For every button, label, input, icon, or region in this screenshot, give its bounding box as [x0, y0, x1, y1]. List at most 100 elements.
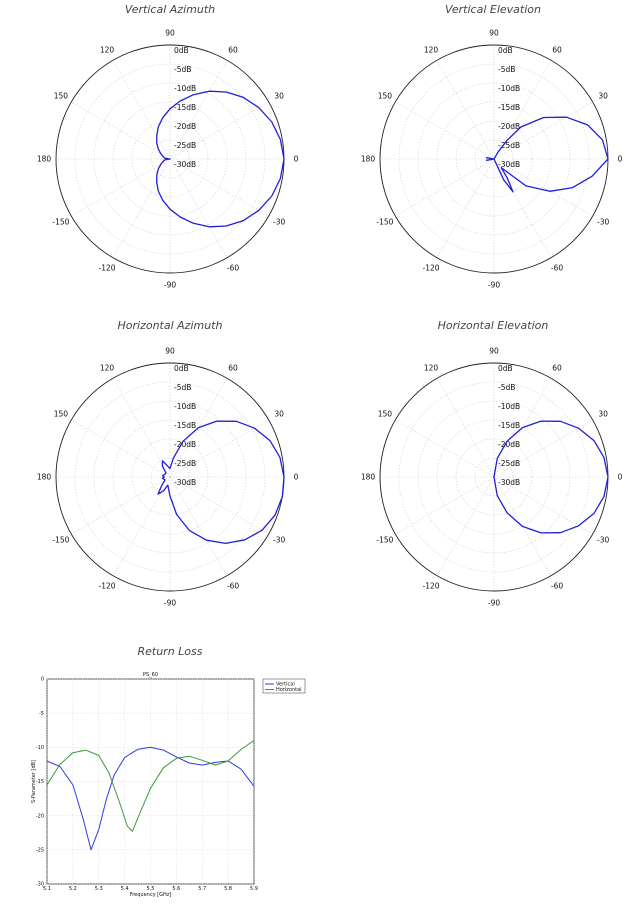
x-tick-label: 5.4	[121, 886, 129, 892]
x-tick-label: 5.1	[43, 886, 51, 892]
polar-grid-spoke	[493, 60, 552, 160]
polar-radial-label: -10dB	[498, 402, 520, 411]
polar-grid-spoke	[169, 476, 269, 535]
polar-pattern-line	[493, 420, 609, 534]
polar-grid-ring	[455, 120, 533, 198]
polar-angle-label: 120	[100, 45, 115, 54]
polar-angle-label: 60	[228, 45, 238, 54]
polar-grid-spoke	[493, 101, 593, 160]
polar-angle-label: -30	[273, 218, 285, 227]
polar-grid-ring	[131, 438, 209, 516]
polar-angle-label: -60	[551, 264, 563, 273]
x-tick-label: 5.2	[69, 886, 77, 892]
polar-grid-spoke	[71, 419, 171, 478]
polar-radial-label: 0dB	[498, 46, 513, 55]
polar-angle-label: 30	[274, 410, 284, 419]
y-tick-label: -10	[36, 745, 44, 751]
polar-grid-spoke	[112, 60, 171, 160]
y-axis-label: S-Parameter [dB]	[31, 760, 37, 803]
polar-grid-spoke	[112, 158, 171, 258]
polar-grid-spoke	[436, 158, 495, 258]
polar-angle-label: 120	[424, 45, 439, 54]
legend-label: Horizontal	[276, 687, 302, 693]
polar-angle-label: 60	[552, 45, 562, 54]
polar-grid-ring	[131, 120, 209, 198]
chart-title-horizontal-elevation: Horizontal Elevation	[437, 319, 549, 332]
polar-angle-label: 30	[598, 410, 608, 419]
polar-angle-label: 60	[228, 363, 238, 372]
chart-title-horizontal-azimuth: Horizontal Azimuth	[117, 319, 223, 332]
polar-grid-spoke	[436, 60, 495, 160]
polar-grid-spoke	[169, 101, 269, 160]
polar-grid-spoke	[493, 158, 552, 258]
polar-radial-label: -30dB	[498, 478, 520, 487]
polar-grid-spoke	[169, 419, 269, 478]
polar-angle-label: 30	[274, 92, 284, 101]
polar-grid-ring	[398, 381, 590, 573]
polar-angle-label: -90	[488, 599, 500, 608]
y-tick-label: -15	[36, 779, 44, 785]
polar-radial-label: -25dB	[174, 459, 196, 468]
polar-angle-label: 90	[489, 29, 499, 38]
polar-pattern-line	[485, 116, 609, 193]
polar-angle-label: 30	[598, 92, 608, 101]
polar-grid-ring	[74, 63, 266, 255]
polar-angle-label: -30	[273, 536, 285, 545]
polar-angle-label: 60	[552, 363, 562, 372]
polar-angle-label: -60	[551, 582, 563, 591]
y-tick-label: -5	[39, 711, 44, 717]
x-tick-label: 5.7	[198, 886, 206, 892]
polar-grid-ring	[455, 438, 533, 516]
polar-angle-label: -150	[376, 536, 393, 545]
polar-grid-ring	[74, 381, 266, 573]
polar-grid-spoke	[395, 476, 495, 535]
polar-grid-spoke	[169, 476, 228, 576]
polar-grid-spoke	[169, 60, 228, 160]
polar-radial-label: -25dB	[498, 141, 520, 150]
polar-radial-label: -10dB	[174, 402, 196, 411]
polar-radial-label: -20dB	[174, 122, 196, 131]
polar-chart-2: 90 60 30 0 -30 -60 -90 -120 -150 180 150 120 0dB -5dB…	[37, 347, 299, 608]
polar-grid-spoke	[395, 101, 495, 160]
polar-angle-label: -30	[597, 536, 609, 545]
polar-grid-spoke	[493, 419, 593, 478]
polar-grid-spoke	[493, 476, 552, 576]
polar-radial-label: -5dB	[498, 383, 515, 392]
polar-grid-spoke	[395, 419, 495, 478]
polar-radial-label: -25dB	[174, 141, 196, 150]
polar-angle-label: 180	[361, 473, 376, 482]
polar-grid-spoke	[169, 158, 228, 258]
polar-angle-label: 150	[54, 410, 69, 419]
polar-angle-label: 180	[37, 155, 52, 164]
polar-grid-spoke	[71, 476, 171, 535]
x-tick-label: 5.6	[172, 886, 180, 892]
chart-title-vertical-elevation: Vertical Elevation	[445, 3, 541, 16]
x-tick-label: 5.8	[224, 886, 232, 892]
x-tick-label: 5.3	[95, 886, 103, 892]
polar-radial-label: -10dB	[174, 84, 196, 93]
y-tick-label: 0	[41, 677, 44, 683]
y-tick-label: -30	[36, 882, 44, 888]
polar-grid-spoke	[436, 378, 495, 478]
polar-angle-label: -120	[98, 582, 115, 591]
polar-chart-3: 90 60 30 0 -30 -60 -90 -120 -150 180 150 120 0dB -5dB…	[361, 347, 623, 608]
polar-angle-label: -120	[98, 264, 115, 273]
polar-radial-label: -15dB	[174, 421, 196, 430]
polar-grid-ring	[398, 63, 590, 255]
polar-angle-label: 150	[378, 410, 393, 419]
polar-grid-spoke	[493, 476, 593, 535]
x-axis-label: Frequency [GHz]	[130, 892, 172, 898]
polar-chart-1: 90 60 30 0 -30 -60 -90 -120 -150 180 150 120 0dB -5dB…	[361, 29, 623, 290]
chart-title-return-loss: Return Loss	[137, 645, 203, 658]
polar-radial-label: -20dB	[498, 440, 520, 449]
polar-angle-label: 0	[294, 473, 299, 482]
polar-pattern-line	[156, 90, 285, 228]
polar-radial-label: -30dB	[174, 478, 196, 487]
polar-angle-label: 120	[424, 363, 439, 372]
polar-grid-spoke	[169, 158, 269, 217]
polar-radial-label: 0dB	[498, 364, 513, 373]
polar-grid-spoke	[493, 158, 593, 217]
polar-angle-label: -90	[164, 599, 176, 608]
